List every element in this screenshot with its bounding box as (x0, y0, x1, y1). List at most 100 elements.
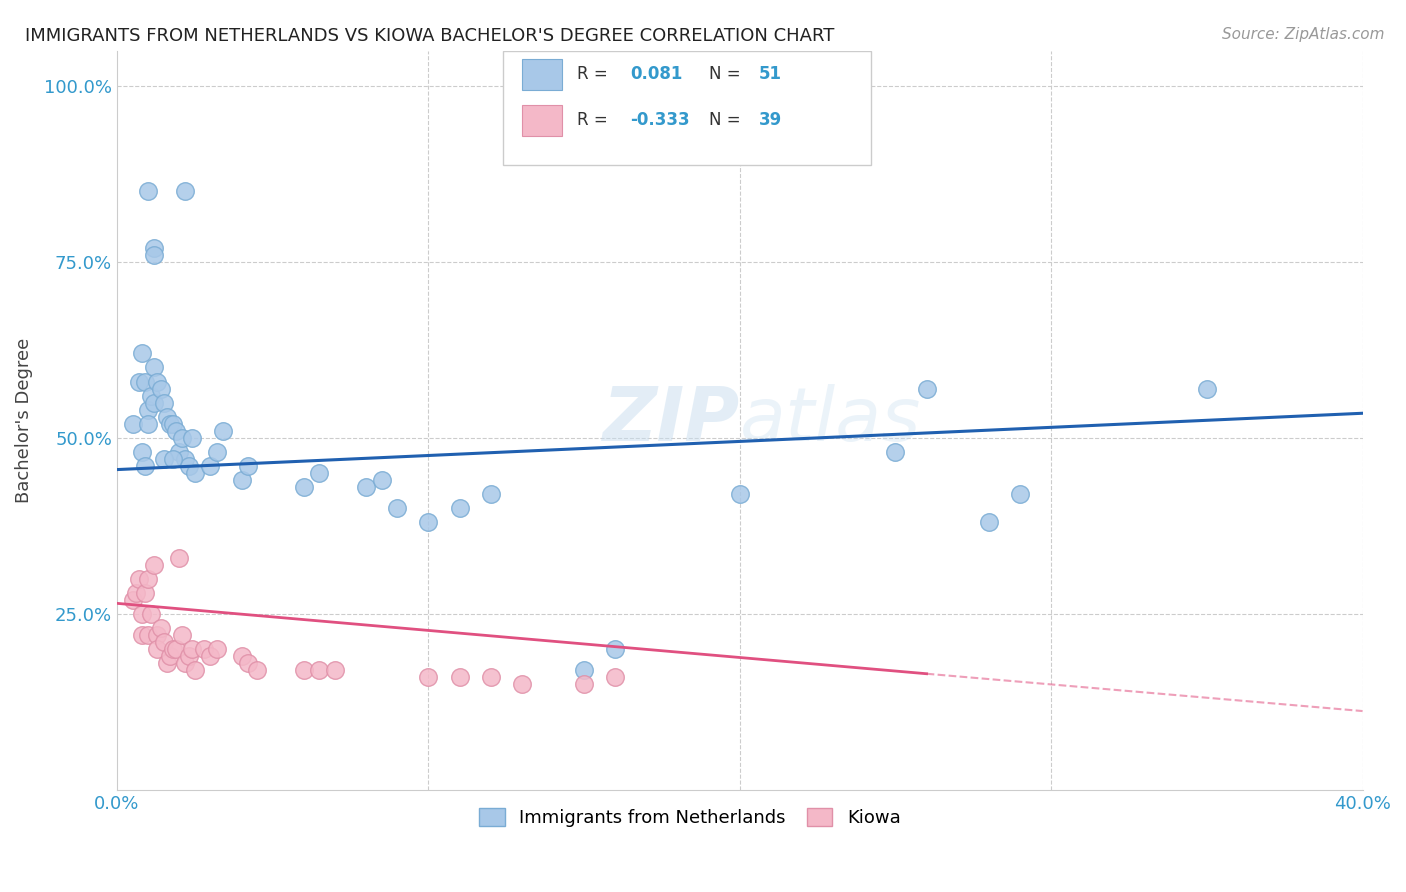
Point (131, 346, 153, 360)
Point (124, 586, 146, 600)
Point (128, 375, 150, 389)
Point (143, 360, 166, 375)
Point (177, 649, 200, 664)
Point (572, 677, 595, 691)
Point (128, 572, 150, 586)
Point (180, 431, 202, 445)
Y-axis label: Bachelor's Degree: Bachelor's Degree (15, 338, 32, 503)
Point (193, 642, 215, 657)
Point (152, 452, 174, 467)
Text: ZIP: ZIP (603, 384, 740, 457)
Point (143, 248, 166, 262)
Point (418, 516, 440, 530)
Point (449, 501, 471, 516)
Point (156, 409, 179, 424)
Text: IMMIGRANTS FROM NETHERLANDS VS KIOWA BACHELOR'S DEGREE CORRELATION CHART: IMMIGRANTS FROM NETHERLANDS VS KIOWA BAC… (25, 27, 835, 45)
FancyBboxPatch shape (503, 51, 870, 165)
Point (308, 663, 330, 677)
Point (162, 642, 184, 657)
Text: R =: R = (576, 112, 613, 129)
Point (156, 656, 179, 670)
Point (167, 550, 190, 565)
Point (231, 473, 253, 487)
Point (177, 458, 200, 473)
Point (121, 417, 143, 431)
Point (323, 663, 346, 677)
Point (915, 382, 938, 396)
Text: 51: 51 (758, 65, 782, 83)
Point (236, 458, 259, 473)
Point (728, 487, 751, 501)
Text: N =: N = (709, 65, 745, 83)
Text: atlas: atlas (740, 384, 921, 457)
Point (977, 516, 1000, 530)
Point (134, 586, 156, 600)
Point (141, 607, 163, 621)
Point (387, 501, 409, 516)
Point (370, 473, 392, 487)
Point (162, 417, 184, 431)
Point (152, 635, 174, 649)
Point (131, 628, 153, 642)
Point (236, 656, 259, 670)
Point (1195, 382, 1218, 396)
Text: R =: R = (576, 65, 613, 83)
Point (136, 417, 159, 431)
Point (131, 607, 153, 621)
FancyBboxPatch shape (522, 59, 561, 90)
Point (211, 424, 233, 438)
Point (143, 241, 166, 255)
Point (149, 382, 172, 396)
Point (121, 592, 143, 607)
Point (136, 572, 159, 586)
Point (146, 375, 169, 389)
Point (159, 417, 181, 431)
Point (146, 628, 169, 642)
Point (131, 445, 153, 459)
Point (174, 452, 197, 467)
Point (159, 649, 181, 664)
Point (136, 185, 159, 199)
Point (136, 628, 159, 642)
Point (354, 480, 377, 494)
Point (143, 395, 166, 409)
Point (200, 649, 222, 664)
Point (308, 466, 330, 480)
Point (162, 452, 184, 467)
Point (292, 480, 315, 494)
Point (246, 663, 269, 677)
Text: Source: ZipAtlas.com: Source: ZipAtlas.com (1222, 27, 1385, 42)
Text: 39: 39 (758, 112, 782, 129)
Point (134, 375, 156, 389)
Point (510, 677, 533, 691)
Point (149, 621, 172, 635)
Point (165, 424, 187, 438)
Point (605, 670, 627, 684)
Point (605, 642, 627, 657)
Text: -0.333: -0.333 (630, 112, 690, 129)
Point (418, 670, 440, 684)
FancyBboxPatch shape (522, 104, 561, 136)
Point (479, 487, 502, 501)
Point (449, 670, 471, 684)
Point (184, 466, 207, 480)
Point (165, 642, 187, 657)
Point (141, 389, 163, 403)
Text: N =: N = (709, 112, 745, 129)
Point (572, 663, 595, 677)
Legend: Immigrants from Netherlands, Kiowa: Immigrants from Netherlands, Kiowa (470, 799, 910, 837)
Point (134, 458, 156, 473)
Point (180, 642, 202, 657)
Point (292, 663, 315, 677)
Point (172, 628, 194, 642)
Point (884, 445, 907, 459)
Point (174, 656, 197, 670)
Point (146, 642, 169, 657)
Point (143, 558, 166, 572)
Point (136, 402, 159, 417)
Point (172, 431, 194, 445)
Point (184, 663, 207, 677)
Point (152, 395, 174, 409)
Point (174, 185, 197, 199)
Point (205, 445, 228, 459)
